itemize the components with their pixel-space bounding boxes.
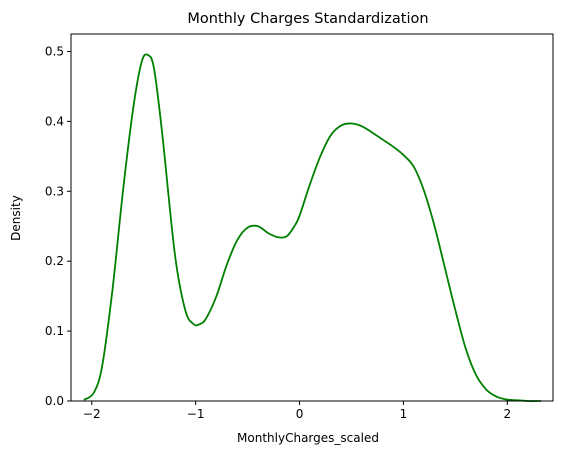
x-tick-label: −2 [83,407,101,421]
y-tick-label: 0.1 [45,324,64,338]
y-tick-label: 0.0 [45,394,64,408]
x-tick-label: −1 [187,407,205,421]
density-line [83,53,542,402]
y-tick-label: 0.2 [45,254,64,268]
x-axis-label: MonthlyCharges_scaled [237,431,379,445]
axes-frame [70,33,554,402]
x-tick-label: 0 [296,407,304,421]
x-axis: −2 −1 0 1 2 [83,401,511,421]
y-tick-label: 0.3 [45,184,64,198]
y-tick-label: 0.4 [45,114,64,128]
x-tick-label: 2 [503,407,511,421]
y-axis-label: Density [9,195,23,241]
y-tick-label: 0.5 [45,44,64,58]
plot-area [83,53,542,402]
y-axis: 0.0 0.1 0.2 0.3 0.4 0.5 [45,44,71,408]
x-tick-label: 1 [400,407,408,421]
chart-title: Monthly Charges Standardization [187,11,428,27]
